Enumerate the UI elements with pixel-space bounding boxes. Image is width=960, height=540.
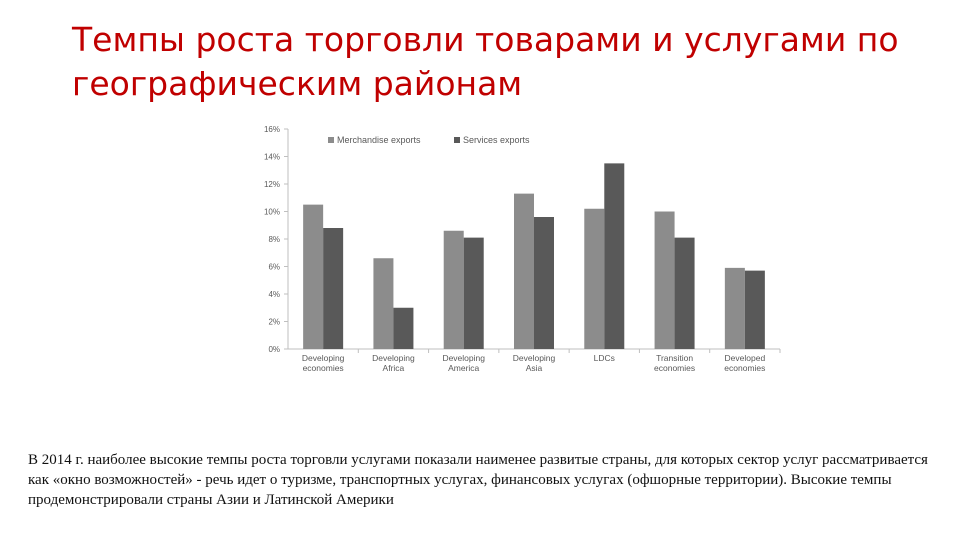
y-tick-label: 8%: [268, 235, 280, 244]
y-tick-label: 14%: [264, 153, 280, 162]
legend-label: Services exports: [463, 135, 530, 145]
x-tick-label-line: Africa: [383, 363, 405, 373]
bar-services: [323, 228, 344, 349]
x-tick-label-line: Asia: [526, 363, 543, 373]
x-tick-label-line: Developing: [302, 353, 345, 363]
y-tick-label: 10%: [264, 208, 280, 217]
x-tick-label-line: economies: [654, 363, 695, 373]
bar-services: [463, 237, 484, 349]
x-tick-label: Developing Africa: [372, 353, 415, 373]
y-tick-label: 4%: [268, 290, 280, 299]
bar-services: [534, 217, 554, 349]
x-tick-label-line: economies: [724, 363, 765, 373]
bar-services: [744, 270, 765, 349]
x-tick-label-line: Developed: [725, 353, 766, 363]
x-tick-label-line: Developing: [442, 353, 485, 363]
x-tick-label-line: economies: [303, 363, 344, 373]
x-tick-label-line: LDCs: [594, 353, 615, 363]
x-tick-label-line: America: [448, 363, 479, 373]
page-title: Темпы роста торговли товарами и услугами…: [72, 18, 932, 106]
x-tick-label-line: Transition: [656, 353, 693, 363]
title-line-1: Темпы роста торговли товарами и услугами…: [72, 20, 899, 59]
y-tick-label: 12%: [264, 180, 280, 189]
x-tick-label-line: Developing: [513, 353, 556, 363]
x-tick-label: Developing economies: [302, 353, 345, 373]
y-tick-label: 2%: [268, 318, 280, 327]
legend-label: Merchandise exports: [337, 135, 421, 145]
caption-text: В 2014 г. наиболее высокие темпы роста т…: [28, 452, 928, 508]
bar-merchandise: [584, 208, 605, 349]
x-tick-label: Transition economies: [654, 353, 695, 373]
bar-merchandise: [724, 267, 745, 349]
bar-services: [604, 163, 625, 349]
x-tick-label-line: Developing: [372, 353, 415, 363]
y-tick-label: 6%: [268, 263, 280, 272]
bar-merchandise: [514, 193, 534, 349]
x-tick-label: Developed economies: [724, 353, 765, 373]
bar-merchandise: [373, 258, 394, 349]
x-tick-label: Developing Asia: [513, 353, 556, 373]
y-tick-label: 0%: [268, 345, 280, 354]
bar-chart: 0%2%4%6%8%10%12%14%16%Developing economie…: [264, 125, 781, 373]
y-tick-label: 16%: [264, 125, 280, 134]
x-tick-label: LDCs: [594, 353, 615, 363]
bar-services: [393, 307, 414, 349]
bar-merchandise: [443, 230, 464, 349]
bar-merchandise: [654, 211, 675, 349]
bar-services: [674, 237, 695, 349]
x-tick-label: Developing America: [442, 353, 485, 373]
legend-swatch: [454, 137, 460, 143]
legend-swatch: [328, 137, 334, 143]
title-line-2: географическим районам: [72, 64, 523, 103]
bar-merchandise: [303, 204, 324, 349]
